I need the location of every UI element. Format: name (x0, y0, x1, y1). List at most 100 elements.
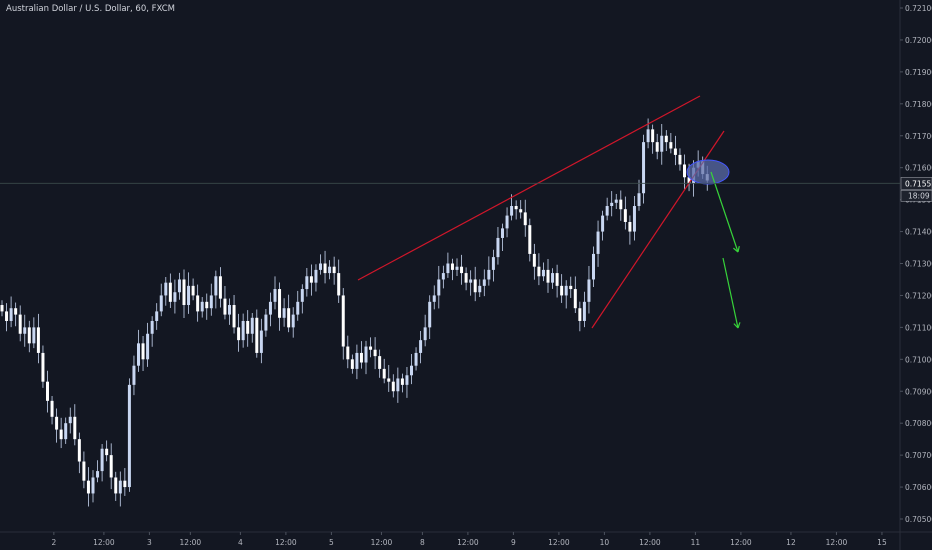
candle-body-up (314, 269, 318, 283)
candle (651, 124, 655, 154)
candle (560, 274, 564, 303)
candle-body-up (241, 320, 245, 341)
candle (441, 265, 445, 289)
candle (214, 270, 218, 309)
highlight-ellipse[interactable] (686, 159, 730, 185)
candle (623, 196, 627, 230)
upper-trendline[interactable] (357, 95, 701, 281)
x-tick-label: 15 (877, 538, 887, 547)
candle-body-up (432, 295, 436, 302)
candle (300, 284, 304, 314)
candle (146, 322, 150, 367)
candle-body-up (173, 292, 177, 302)
candle-body-down (350, 359, 354, 369)
x-tick-label: 2 (51, 538, 56, 547)
candle-body-up (159, 295, 163, 312)
candle (187, 272, 191, 314)
down-arrow-1[interactable] (710, 171, 740, 253)
candle (628, 215, 632, 245)
candle (341, 288, 345, 360)
candle-body-down (519, 209, 523, 213)
candle (205, 293, 209, 320)
candle-body-down (560, 285, 564, 296)
candle (632, 195, 636, 241)
candle-body-down (218, 276, 222, 299)
candle (405, 367, 409, 398)
candle-body-down (400, 378, 404, 385)
candle (159, 283, 163, 317)
x-tick-label: 4 (238, 538, 243, 547)
x-tick-label: 10 (600, 538, 610, 547)
candle-body-down (387, 378, 391, 382)
candle (673, 135, 677, 166)
candle (282, 298, 286, 327)
candle-body-down (223, 298, 227, 315)
candle (109, 443, 113, 490)
candle-body-down (537, 266, 541, 277)
candle (400, 373, 404, 393)
x-axis[interactable]: 2 12:00 3 12:00 4 12:00 5 12:00 8 12:00 9 12:00 10 12… (51, 532, 887, 547)
candle-body-down (5, 311, 9, 321)
candle-body-down (391, 381, 395, 392)
down-arrow-2[interactable] (722, 257, 741, 329)
x-tick-label: 12 (786, 538, 796, 547)
candle (655, 133, 659, 160)
candle-body-up (414, 352, 418, 366)
candle-body-up (164, 282, 168, 296)
candle-body-down (382, 368, 386, 379)
candle (50, 396, 54, 425)
candle-body-down (205, 301, 209, 309)
candle-body-up (305, 276, 309, 290)
candle-body-down (182, 279, 186, 306)
candle (27, 320, 31, 353)
candle-body-up (642, 142, 646, 194)
candle-body-up (455, 266, 459, 270)
candle-body-up (300, 289, 304, 302)
candle-body-up (632, 206, 636, 232)
candle (259, 318, 263, 364)
candle (9, 296, 13, 328)
candle-body-down (232, 305, 236, 328)
candle-body-up (437, 279, 441, 296)
candle (250, 313, 254, 343)
candle-body-up (469, 279, 473, 283)
candle (337, 259, 341, 303)
candle-body-down (473, 279, 477, 293)
candle (46, 370, 49, 413)
candle-body-down (191, 285, 195, 296)
candle-body-down (105, 448, 109, 456)
candle-body-down (532, 253, 536, 267)
candle-body-up (564, 285, 568, 296)
candle-body-down (578, 308, 582, 321)
candle (396, 367, 400, 403)
candle-body-down (168, 282, 172, 302)
candle-body-up (228, 305, 231, 315)
candle-body-down (523, 212, 527, 226)
candle-body-up (214, 276, 218, 296)
candle-body-down (673, 148, 677, 155)
candle (155, 303, 159, 330)
candle-body-down (341, 295, 345, 347)
candle (168, 273, 172, 308)
candle-body-down (55, 416, 59, 430)
candle (319, 254, 322, 275)
candle-body-down (36, 327, 40, 353)
candle-body-down (332, 266, 336, 274)
candle-body-down (687, 177, 691, 184)
candle-body-down (669, 142, 673, 149)
candle (268, 292, 272, 327)
candle (683, 154, 686, 189)
candle-body-down (623, 209, 627, 222)
x-tick-label: 5 (329, 538, 334, 547)
candle-body-down (287, 308, 291, 328)
